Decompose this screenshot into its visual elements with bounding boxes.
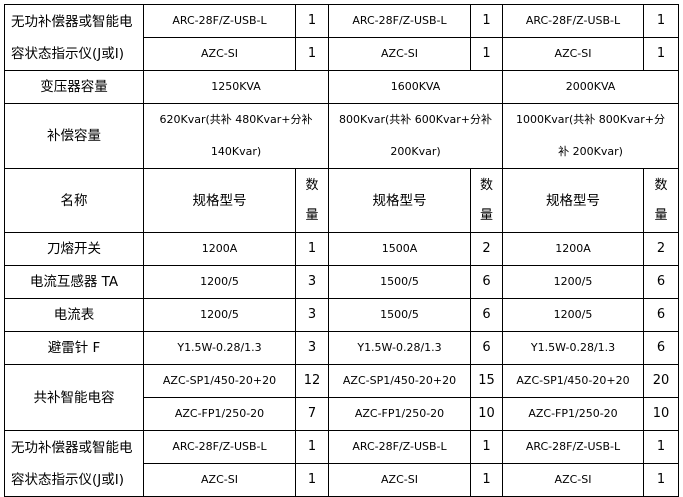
qty-cell: 3 [295,331,329,365]
qty-cell: 1 [469,37,504,71]
qty-cell: 6 [643,298,680,332]
spec-cell: AZC-FP1/250-20 [502,397,645,431]
spec-cell: 1200A [143,232,296,266]
spec-cell: ARC-28F/Z-USB-L [502,430,645,464]
qty-cell: 10 [643,397,680,431]
spec-cell: ARC-28F/Z-USB-L [143,430,296,464]
spec-cell: AZC-SI [143,463,296,497]
spec-cell: ARC-28F/Z-USB-L [328,4,471,38]
transformer-value: 1600KVA [327,70,504,104]
qty-cell: 1 [295,37,329,71]
qty-cell: 2 [643,232,680,266]
qty-cell: 6 [469,265,504,299]
indicator-row: 无功补偿器或智能电容状态指示仪(J或I) ARC-28F/Z-USB-L 1 ARC-… [4,430,680,497]
item-row: 避雷针 F Y1.5W-0.28/1.3 3 Y1.5W-0.28/1.3 6 Y1.5W… [4,331,680,365]
compensation-label: 补偿容量 [4,103,144,169]
spec-cell: ARC-28F/Z-USB-L [328,430,471,464]
qty-cell: 6 [469,331,504,365]
transformer-value: 2000KVA [502,70,680,104]
compensation-value: 1000Kvar(共补 800Kvar+分补 200Kvar) [502,103,680,169]
spec-cell: AZC-SP1/450-20+20 [328,364,471,398]
spec-cell: 1200/5 [143,265,296,299]
qty-cell: 1 [469,4,504,38]
item-name: 避雷针 F [4,331,144,365]
spec-cell: AZC-SP1/450-20+20 [502,364,645,398]
qty-cell: 6 [643,265,680,299]
spec-cell: AZC-SI [502,463,645,497]
spec-cell: AZC-FP1/250-20 [143,397,296,431]
spec-cell: ARC-28F/Z-USB-L [502,4,645,38]
transformer-row: 变压器容量 1250KVA 1600KVA 2000KVA [4,70,680,104]
spec-cell: 1500/5 [328,298,471,332]
item-name: 电流表 [4,298,144,332]
qty-cell: 1 [469,430,504,464]
spec-cell: 1200/5 [502,265,645,299]
spec-table: 无功补偿器或智能电容状态指示仪(J或I) ARC-28F/Z-USB-L 1 ARC-… [4,4,680,497]
qty-cell: 1 [295,4,329,38]
compensation-value: 620Kvar(共补 480Kvar+分补 140Kvar) [143,103,329,169]
transformer-value: 1250KVA [143,70,329,104]
spec-cell: 1200A [502,232,645,266]
qty-cell: 1 [295,430,329,464]
qty-cell: 1 [469,463,504,497]
item-row: 刀熔开关 1200A 1 1500A 2 1200A 2 [4,232,680,266]
transformer-label: 变压器容量 [4,70,144,104]
capacitor-label: 共补智能电容 [4,364,144,431]
spec-cell: AZC-SI [328,463,471,497]
compensation-value: 800Kvar(共补 600Kvar+分补 200Kvar) [327,103,504,169]
qty-cell: 7 [295,397,329,431]
header-qty: 数量 [295,168,329,233]
qty-cell: 1 [295,463,329,497]
spec-cell: Y1.5W-0.28/1.3 [328,331,471,365]
header-spec: 规格型号 [328,168,471,233]
item-name: 电流互感器 TA [4,265,144,299]
qty-cell: 20 [643,364,680,398]
indicator-label: 无功补偿器或智能电容状态指示仪(J或I) [4,4,144,71]
spec-cell: 1200/5 [143,298,296,332]
header-spec: 规格型号 [502,168,645,233]
qty-cell: 1 [643,430,680,464]
qty-cell: 1 [643,4,680,38]
spec-cell: AZC-SI [502,37,645,71]
item-row: 电流表 1200/5 3 1500/5 6 1200/5 6 [4,298,680,332]
qty-cell: 6 [643,331,680,365]
qty-cell: 1 [643,37,680,71]
qty-cell: 3 [295,265,329,299]
spec-cell: Y1.5W-0.28/1.3 [143,331,296,365]
header-row: 名称 规格型号 数量 规格型号 数量 规格型号 数量 [4,168,680,233]
qty-cell: 10 [469,397,504,431]
spec-cell: 1500A [328,232,471,266]
header-spec: 规格型号 [143,168,296,233]
spec-cell: ARC-28F/Z-USB-L [143,4,296,38]
spec-cell: Y1.5W-0.28/1.3 [502,331,645,365]
capacitor-row: 共补智能电容 AZC-SP1/450-20+20 12 AZC-SP1/450-20+… [4,364,680,431]
qty-cell: 1 [643,463,680,497]
qty-cell: 12 [295,364,329,398]
header-qty: 数量 [643,168,680,233]
spec-cell: AZC-SI [328,37,471,71]
spec-cell: 1500/5 [328,265,471,299]
item-name: 刀熔开关 [4,232,144,266]
qty-cell: 2 [469,232,504,266]
qty-cell: 1 [295,232,329,266]
spec-cell: 1200/5 [502,298,645,332]
indicator-row: AZC-SI 1 AZC-SI 1 AZC-SI 1 [5,37,680,71]
header-qty: 数量 [469,168,504,233]
spec-cell: AZC-FP1/250-20 [328,397,471,431]
qty-cell: 6 [469,298,504,332]
qty-cell: 3 [295,298,329,332]
spec-cell: AZC-SI [143,37,296,71]
qty-cell: 15 [469,364,504,398]
header-name: 名称 [4,168,144,233]
item-row: 电流互感器 TA 1200/5 3 1500/5 6 1200/5 6 [4,265,680,299]
spec-cell: AZC-SP1/450-20+20 [143,364,296,398]
compensation-row: 补偿容量 620Kvar(共补 480Kvar+分补 140Kvar) 800Kva… [4,103,680,169]
indicator-row: 无功补偿器或智能电容状态指示仪(J或I) ARC-28F/Z-USB-L 1 ARC-… [4,4,680,71]
indicator-label: 无功补偿器或智能电容状态指示仪(J或I) [4,430,144,497]
